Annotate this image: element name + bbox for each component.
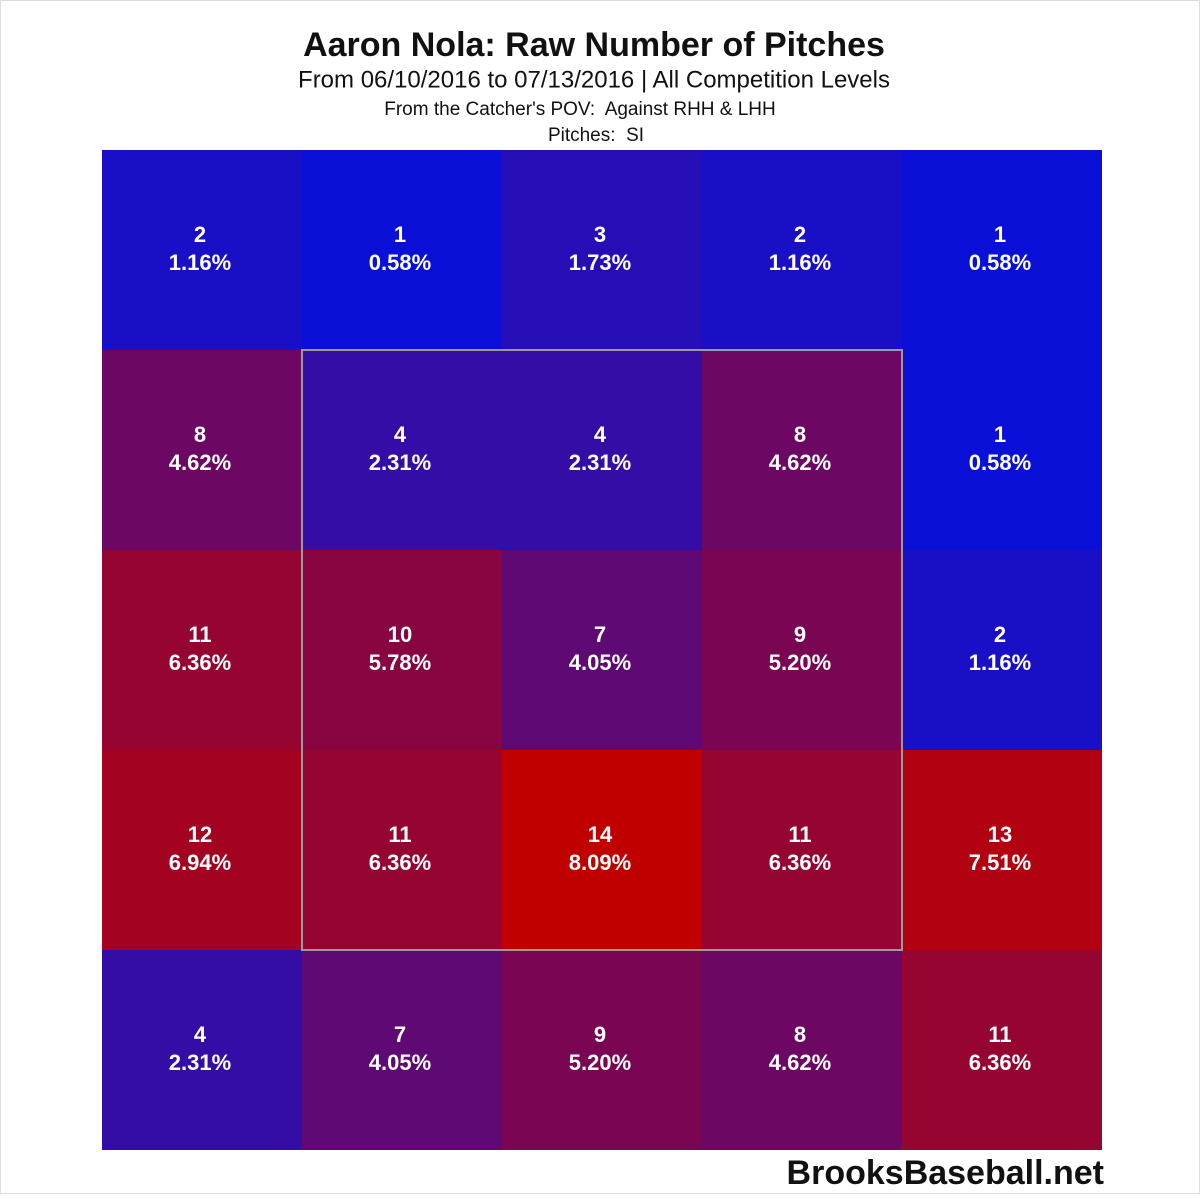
heat-cell	[702, 550, 902, 750]
count-label: 2	[994, 622, 1006, 647]
count-label: 1	[994, 222, 1006, 247]
percent-label: 1.16%	[769, 250, 831, 275]
heat-cell	[902, 950, 1102, 1150]
count-label: 9	[594, 1022, 606, 1047]
heat-cell	[302, 550, 502, 750]
percent-label: 1.73%	[569, 250, 631, 275]
percent-label: 6.94%	[169, 850, 231, 875]
percent-label: 2.31%	[169, 1050, 231, 1075]
count-label: 11	[988, 1022, 1011, 1047]
count-label: 2	[794, 222, 806, 247]
heat-cell	[702, 950, 902, 1150]
source-label: BrooksBaseball.net	[787, 1154, 1104, 1192]
chart-note: Pitches: SI	[548, 125, 644, 146]
count-label: 8	[794, 1022, 806, 1047]
heat-cell	[502, 750, 702, 950]
chart-note: From the Catcher's POV: Against RHH & LH…	[384, 99, 776, 120]
chart-subtitle: From 06/10/2016 to 07/13/2016 | All Comp…	[298, 66, 890, 93]
percent-label: 8.09%	[569, 850, 631, 875]
heat-cell	[702, 150, 902, 350]
heat-cell	[502, 950, 702, 1150]
percent-label: 6.36%	[969, 1050, 1031, 1075]
percent-label: 0.58%	[369, 250, 431, 275]
percent-label: 2.31%	[569, 450, 631, 475]
count-label: 14	[588, 822, 613, 847]
percent-label: 0.58%	[969, 450, 1031, 475]
percent-label: 4.62%	[769, 1050, 831, 1075]
count-label: 12	[188, 822, 212, 847]
count-label: 7	[394, 1022, 406, 1047]
heat-cell	[102, 750, 302, 950]
count-label: 4	[194, 1022, 207, 1047]
heat-cell	[902, 150, 1102, 350]
percent-label: 1.16%	[169, 250, 231, 275]
heat-cell	[102, 550, 302, 750]
count-label: 8	[194, 422, 206, 447]
heat-cell	[902, 750, 1102, 950]
count-label: 2	[194, 222, 206, 247]
heat-cell	[502, 350, 702, 550]
percent-label: 6.36%	[169, 650, 231, 675]
count-label: 1	[994, 422, 1006, 447]
heat-cell	[302, 350, 502, 550]
count-label: 7	[594, 622, 606, 647]
percent-label: 5.78%	[369, 650, 431, 675]
percent-label: 5.20%	[569, 1050, 631, 1075]
percent-label: 0.58%	[969, 250, 1031, 275]
count-label: 3	[594, 222, 606, 247]
percent-label: 6.36%	[369, 850, 431, 875]
heat-cell	[102, 350, 302, 550]
percent-label: 4.62%	[769, 450, 831, 475]
count-label: 4	[394, 422, 407, 447]
heat-cell	[302, 950, 502, 1150]
heat-cell	[102, 150, 302, 350]
heat-cell	[902, 550, 1102, 750]
percent-label: 6.36%	[769, 850, 831, 875]
heat-cell	[902, 350, 1102, 550]
count-label: 9	[794, 622, 806, 647]
percent-label: 5.20%	[769, 650, 831, 675]
heat-cell	[502, 550, 702, 750]
count-label: 11	[788, 822, 811, 847]
heat-cell	[102, 950, 302, 1150]
strike-zone	[301, 349, 903, 951]
heat-cell	[702, 350, 902, 550]
count-label: 11	[188, 622, 211, 647]
heat-cell	[702, 750, 902, 950]
percent-label: 7.51%	[969, 850, 1031, 875]
heat-cell	[302, 150, 502, 350]
count-label: 10	[388, 622, 412, 647]
chart-title: Aaron Nola: Raw Number of Pitches	[303, 26, 885, 64]
count-label: 8	[794, 422, 806, 447]
count-label: 4	[594, 422, 607, 447]
heat-cell	[502, 150, 702, 350]
count-label: 1	[394, 222, 406, 247]
percent-label: 4.05%	[369, 1050, 431, 1075]
percent-label: 4.05%	[569, 650, 631, 675]
heat-cell	[302, 750, 502, 950]
percent-label: 2.31%	[369, 450, 431, 475]
count-label: 11	[388, 822, 411, 847]
count-label: 13	[988, 822, 1012, 847]
percent-label: 1.16%	[969, 650, 1031, 675]
percent-label: 4.62%	[169, 450, 231, 475]
